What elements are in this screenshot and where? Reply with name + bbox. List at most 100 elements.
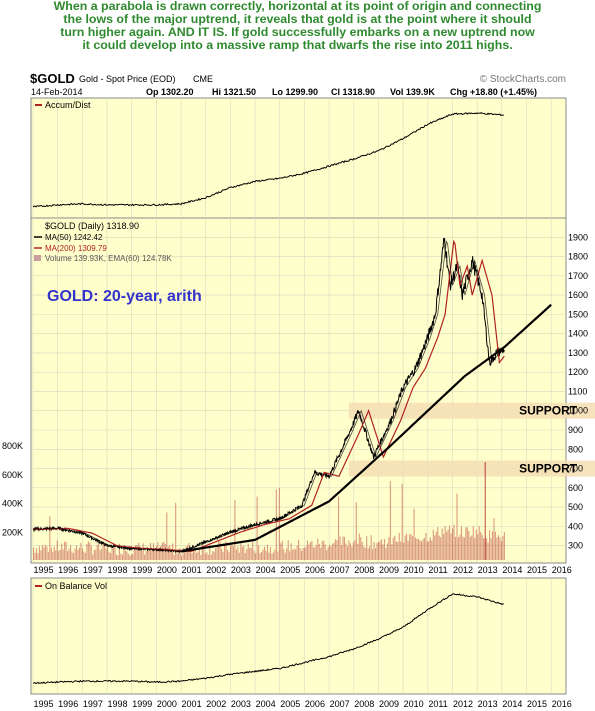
volume-bar — [253, 550, 255, 560]
volume-bar — [281, 540, 283, 560]
volume-bar — [280, 543, 282, 560]
volume-bar — [404, 535, 406, 560]
accum-dist-panel — [30, 97, 567, 219]
volume-bar — [93, 549, 95, 560]
volume-bar — [219, 541, 221, 560]
x-tick-label: 1998 — [108, 565, 128, 575]
support-band — [348, 460, 595, 477]
volume-bar — [72, 553, 75, 560]
x-tick-label: 2008 — [354, 565, 374, 575]
volume-bar — [391, 544, 393, 560]
series-lines — [32, 112, 552, 685]
volume-bar — [434, 535, 436, 560]
obv-line — [32, 593, 504, 685]
x-tick-label: 2016 — [552, 699, 572, 709]
volume-bar — [272, 552, 274, 560]
x-tick-label: 2012 — [453, 699, 473, 709]
price-tick-label: 1400 — [568, 329, 588, 339]
volume-bar — [348, 540, 350, 560]
volume-bar — [246, 548, 248, 560]
volume-bar — [126, 551, 128, 560]
volume-bar — [112, 543, 115, 560]
volume-bar — [302, 548, 304, 560]
volume-bar — [375, 547, 377, 560]
parabola-line — [180, 303, 552, 553]
ma200-line — [33, 239, 505, 553]
volume-bar — [306, 540, 309, 560]
volume-bar — [471, 535, 473, 560]
volume-bar — [167, 546, 169, 560]
volume-bar — [318, 543, 320, 560]
volume-bar — [320, 547, 322, 560]
volume-bar — [46, 546, 48, 560]
price-tick-label: 1000 — [568, 406, 588, 416]
volume-bar — [444, 526, 446, 560]
volume-bar — [357, 543, 359, 560]
x-tick-label: 2010 — [404, 699, 424, 709]
volume-bar — [441, 528, 443, 560]
volume-bar — [186, 545, 189, 560]
volume-bar — [194, 547, 196, 560]
volume-bar — [410, 534, 412, 560]
volume-bar — [490, 538, 492, 560]
volume-bar — [269, 547, 271, 560]
volume-bar — [198, 548, 200, 560]
volume-bar — [274, 549, 276, 560]
x-tick-label: 2014 — [502, 565, 522, 575]
volume-bar — [249, 547, 251, 560]
caption-line-2: the lows of the major uptrend, it reveal… — [63, 12, 532, 26]
volume-bar — [345, 543, 347, 560]
volume-bar — [389, 481, 391, 560]
volume-bar — [38, 546, 41, 560]
header-date: 14-Feb-2014 — [31, 87, 83, 97]
volume-bar — [380, 539, 383, 560]
volume-bar — [182, 548, 184, 560]
header-high: Hi 1321.50 — [212, 87, 256, 97]
volume-bar — [355, 502, 357, 560]
volume-bar — [127, 553, 129, 560]
volume-bar — [95, 549, 97, 560]
x-tick-label: 2002 — [206, 565, 226, 575]
volume-bar — [123, 548, 125, 560]
volume-bar — [178, 553, 180, 560]
volume-bar — [449, 525, 451, 560]
volume-bar — [372, 549, 374, 560]
volume-bar — [425, 533, 427, 560]
volume-bar — [132, 554, 134, 560]
volume-bar — [502, 535, 504, 560]
volume-bar — [423, 538, 425, 560]
volume-bar — [496, 537, 498, 560]
volume-bar — [417, 538, 420, 560]
volume-bar — [149, 542, 152, 560]
volume-legend: Volume 139.93K, EMA(60) 124.78K — [45, 254, 172, 263]
volume-bar — [229, 545, 232, 560]
volume-bar — [491, 531, 494, 560]
volume-bar — [493, 518, 495, 560]
price-tick-label: 1600 — [568, 290, 588, 300]
volume-bar — [71, 551, 73, 560]
volume-bar — [58, 551, 60, 560]
volume-bar — [155, 546, 157, 560]
volume-bar — [370, 535, 372, 560]
volume-bar — [35, 548, 38, 560]
volume-bar — [354, 540, 356, 560]
volume-bar — [90, 545, 92, 560]
volume-bar — [98, 541, 100, 560]
volume-bar — [87, 541, 89, 560]
header-change: Chg +18.80 (+1.45%) — [450, 87, 537, 97]
volume-bar — [70, 545, 72, 560]
volume-bar — [278, 487, 280, 560]
volume-bar — [148, 550, 150, 560]
volume-bar — [68, 548, 70, 560]
volume-bar — [136, 545, 138, 560]
volume-bar — [337, 496, 340, 560]
price-tick-label: 1900 — [568, 232, 588, 242]
volume-bar — [326, 550, 328, 560]
price-tick-label: 500 — [568, 502, 583, 512]
volume-bar — [49, 516, 51, 560]
volume-bar — [265, 550, 267, 560]
volume-bar — [435, 531, 437, 560]
volume-bar — [468, 530, 470, 560]
volume-bar — [111, 545, 113, 560]
volume-bar — [43, 547, 45, 560]
